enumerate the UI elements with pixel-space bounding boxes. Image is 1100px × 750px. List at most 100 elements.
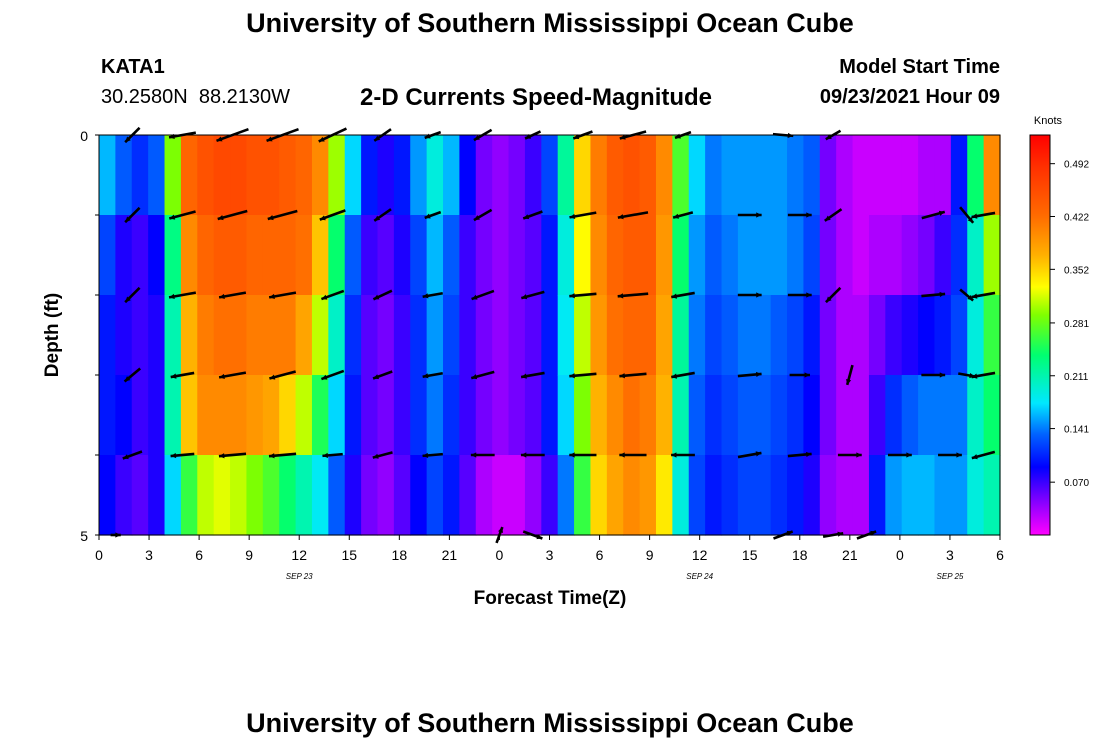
heat-cell bbox=[868, 295, 886, 376]
heat-cell bbox=[393, 215, 411, 296]
colorbar-tick-label: 0.141 bbox=[1064, 425, 1089, 436]
heat-cell bbox=[148, 295, 166, 376]
heat-cell bbox=[361, 215, 379, 296]
current-vector-arrow bbox=[569, 211, 597, 219]
x-tick-label: 3 bbox=[145, 547, 153, 563]
heat-cell bbox=[295, 135, 313, 216]
current-vector-arrow bbox=[268, 452, 297, 459]
heat-cell bbox=[443, 295, 460, 376]
heat-cell bbox=[344, 215, 362, 296]
heat-cell bbox=[164, 215, 182, 296]
heat-cell bbox=[213, 215, 231, 296]
heat-cell bbox=[164, 135, 182, 216]
heat-cell bbox=[787, 295, 805, 376]
heat-cell bbox=[279, 295, 297, 376]
heat-cell bbox=[705, 375, 723, 456]
heat-cell bbox=[557, 215, 575, 296]
heat-cell bbox=[115, 215, 133, 296]
current-vector-arrow bbox=[372, 289, 393, 301]
current-vector-arrow bbox=[122, 450, 143, 460]
heat-cell bbox=[344, 135, 362, 216]
heat-cell bbox=[393, 375, 411, 456]
heat-cell bbox=[967, 215, 985, 296]
current-vector-arrow bbox=[619, 372, 647, 379]
heat-cell bbox=[606, 455, 624, 536]
current-vector-arrow bbox=[887, 452, 912, 458]
heat-cell bbox=[672, 375, 690, 456]
x-tick-label: 15 bbox=[742, 547, 758, 563]
heat-cell bbox=[868, 215, 886, 296]
heat-cell bbox=[344, 375, 362, 456]
heat-cell bbox=[655, 455, 673, 536]
heat-cell bbox=[524, 375, 542, 456]
x-tick-label: 12 bbox=[291, 547, 307, 563]
heat-cell bbox=[590, 375, 608, 456]
heat-cell bbox=[639, 295, 657, 376]
heat-cell bbox=[770, 455, 788, 536]
heat-cell bbox=[262, 295, 280, 376]
current-vector-arrow bbox=[520, 452, 545, 458]
heat-cell bbox=[803, 215, 821, 296]
heat-cell bbox=[459, 375, 477, 456]
heat-cell bbox=[279, 375, 297, 456]
heat-cell bbox=[639, 455, 657, 536]
heat-cell bbox=[131, 135, 149, 216]
heat-cell bbox=[688, 215, 706, 296]
colorbar-tick-label: 0.492 bbox=[1064, 160, 1089, 171]
heat-cell bbox=[983, 455, 1001, 536]
heat-cell bbox=[574, 135, 592, 216]
heat-cell bbox=[606, 295, 624, 376]
date-label: SEP 24 bbox=[686, 572, 713, 581]
heat-cell bbox=[983, 135, 1001, 216]
heat-cell bbox=[770, 135, 788, 216]
heat-cell bbox=[311, 375, 329, 456]
heat-cell bbox=[328, 375, 346, 456]
heat-cell bbox=[475, 295, 493, 376]
current-vector-arrow bbox=[522, 210, 543, 220]
current-vector-arrow bbox=[737, 371, 762, 378]
current-vector-arrow bbox=[737, 212, 762, 218]
current-vector-arrow bbox=[671, 291, 695, 299]
model-start-label: Model Start Time bbox=[839, 56, 1000, 78]
heat-cell bbox=[508, 375, 526, 456]
heat-cell bbox=[377, 455, 395, 536]
heat-cell bbox=[688, 455, 706, 536]
heat-cell bbox=[393, 455, 411, 536]
heat-cell bbox=[918, 215, 936, 296]
heat-cell bbox=[492, 455, 510, 536]
colorbar-tick-label: 0.070 bbox=[1064, 478, 1089, 489]
heat-cell bbox=[295, 215, 313, 296]
heat-cell bbox=[295, 455, 313, 536]
heat-cell bbox=[180, 135, 198, 216]
heat-cell bbox=[246, 375, 264, 456]
heat-cell bbox=[410, 455, 428, 536]
heat-cell bbox=[590, 135, 608, 216]
heat-cell bbox=[950, 135, 968, 216]
heat-cell bbox=[361, 455, 379, 536]
heat-cell bbox=[492, 215, 510, 296]
heat-cell bbox=[410, 375, 428, 456]
current-vector-arrow bbox=[672, 211, 694, 219]
current-vector-arrow bbox=[218, 291, 247, 299]
heat-cell bbox=[115, 375, 133, 456]
current-vector-arrow bbox=[470, 370, 495, 380]
heat-cell bbox=[672, 135, 690, 216]
current-vector-arrow bbox=[971, 291, 996, 299]
heat-cell bbox=[295, 295, 313, 376]
heat-cell bbox=[377, 295, 395, 376]
heat-cell bbox=[377, 215, 395, 296]
heat-cell bbox=[819, 295, 837, 376]
heat-cell bbox=[426, 375, 444, 456]
current-vector-arrow bbox=[319, 209, 346, 221]
heat-cell bbox=[655, 375, 673, 456]
heat-cell bbox=[148, 135, 166, 216]
date-label: SEP 25 bbox=[937, 572, 964, 581]
current-vector-arrow bbox=[470, 452, 495, 458]
heat-cell bbox=[164, 295, 182, 376]
heat-cell bbox=[737, 375, 755, 456]
page-title-top: University of Southern Mississippi Ocean… bbox=[246, 8, 854, 38]
heat-cell bbox=[590, 215, 608, 296]
heat-cell bbox=[361, 295, 379, 376]
heat-cell bbox=[393, 135, 411, 216]
heat-cell bbox=[180, 215, 198, 296]
